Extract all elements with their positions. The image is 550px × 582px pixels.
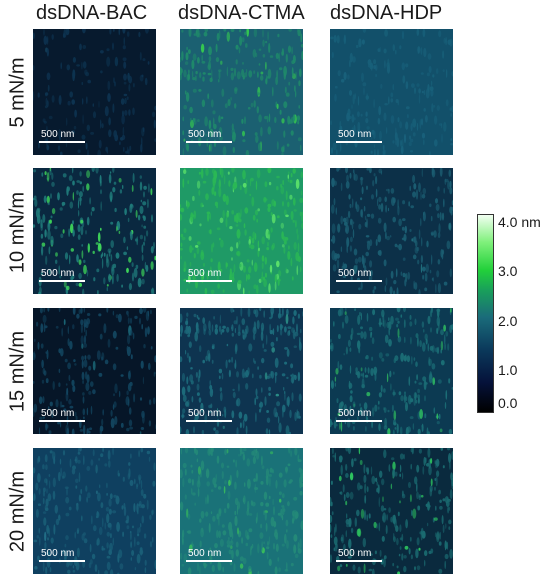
scale-bar-label: 500 nm bbox=[338, 268, 372, 279]
scale-bar bbox=[186, 560, 232, 562]
afm-texture bbox=[33, 448, 156, 574]
scale-bar bbox=[186, 280, 232, 282]
scale-bar bbox=[186, 420, 232, 422]
height-colorbar bbox=[477, 214, 494, 413]
scale-bar-label: 500 nm bbox=[188, 408, 222, 419]
scale-bar-label: 500 nm bbox=[188, 268, 222, 279]
afm-texture bbox=[330, 29, 453, 155]
scale-bar-label: 500 nm bbox=[188, 548, 222, 559]
scale-bar bbox=[336, 560, 382, 562]
scale-bar-label: 500 nm bbox=[41, 268, 75, 279]
afm-image-ctma-15: 500 nm bbox=[180, 308, 303, 434]
afm-image-bac-5: 500 nm bbox=[33, 29, 156, 155]
afm-image-hdp-10: 500 nm bbox=[330, 168, 453, 294]
afm-texture bbox=[33, 29, 156, 155]
afm-texture bbox=[330, 308, 453, 434]
scale-bar bbox=[186, 141, 232, 143]
row-label-15: 15 mN/m bbox=[6, 330, 29, 413]
column-header-bac: dsDNA-BAC bbox=[36, 2, 148, 24]
afm-texture bbox=[330, 448, 453, 574]
afm-texture bbox=[180, 168, 303, 294]
afm-texture bbox=[180, 308, 303, 434]
colorbar-tick-3: 3.0 bbox=[498, 263, 518, 279]
scale-bar-label: 500 nm bbox=[338, 408, 372, 419]
scale-bar bbox=[336, 280, 382, 282]
afm-texture bbox=[180, 448, 303, 574]
afm-image-hdp-20: 500 nm bbox=[330, 448, 453, 574]
scale-bar-label: 500 nm bbox=[338, 129, 372, 140]
scale-bar bbox=[336, 420, 382, 422]
scale-bar bbox=[336, 141, 382, 143]
colorbar-tick-0: 0.0 bbox=[498, 395, 518, 411]
scale-bar-label: 500 nm bbox=[41, 548, 75, 559]
colorbar-max-label: 4.0 nm bbox=[498, 214, 541, 230]
colorbar-tick-2: 2.0 bbox=[498, 313, 518, 329]
scale-bar-label: 500 nm bbox=[41, 129, 75, 140]
afm-texture bbox=[330, 168, 453, 294]
column-header-hdp: dsDNA-HDP bbox=[330, 2, 443, 24]
afm-image-hdp-5: 500 nm bbox=[330, 29, 453, 155]
afm-texture bbox=[33, 168, 156, 294]
afm-texture bbox=[33, 308, 156, 434]
row-label-5: 5 mN/m bbox=[6, 57, 29, 128]
scale-bar-label: 500 nm bbox=[41, 408, 75, 419]
afm-texture bbox=[180, 29, 303, 155]
afm-image-ctma-5: 500 nm bbox=[180, 29, 303, 155]
afm-image-bac-10: 500 nm bbox=[33, 168, 156, 294]
afm-image-ctma-10: 500 nm bbox=[180, 168, 303, 294]
afm-image-bac-15: 500 nm bbox=[33, 308, 156, 434]
scale-bar bbox=[39, 280, 85, 282]
scale-bar bbox=[39, 141, 85, 143]
row-label-10: 10 mN/m bbox=[6, 191, 29, 274]
scale-bar bbox=[39, 560, 85, 562]
scale-bar-label: 500 nm bbox=[188, 129, 222, 140]
scale-bar-label: 500 nm bbox=[338, 548, 372, 559]
scale-bar bbox=[39, 420, 85, 422]
colorbar-tick-1: 1.0 bbox=[498, 362, 518, 378]
afm-image-hdp-15: 500 nm bbox=[330, 308, 453, 434]
column-header-ctma: dsDNA-CTMA bbox=[178, 2, 305, 24]
afm-image-ctma-20: 500 nm bbox=[180, 448, 303, 574]
row-label-20: 20 mN/m bbox=[6, 470, 29, 553]
afm-image-bac-20: 500 nm bbox=[33, 448, 156, 574]
